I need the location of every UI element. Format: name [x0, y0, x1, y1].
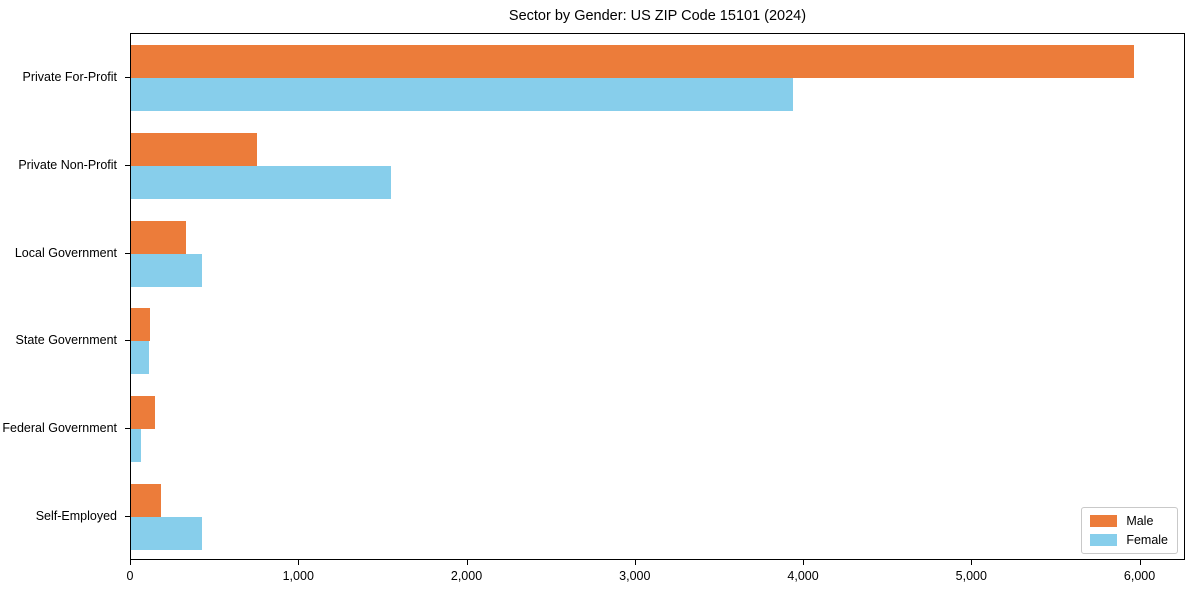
legend-entry-female: Female [1090, 533, 1168, 547]
bar-female-private-for-profit [131, 77, 793, 111]
x-tick-label-0: 0 [126, 569, 134, 583]
x-tick-label-5-000: 5,000 [955, 569, 987, 583]
legend-swatch-male [1090, 515, 1118, 527]
y-axis-tick [125, 164, 130, 166]
x-tick-label-6-000: 6,000 [1123, 569, 1156, 583]
y-axis-tick [125, 76, 130, 78]
y-axis-tick [125, 252, 130, 254]
legend: Male Female [1081, 507, 1178, 554]
bar-male-private-for-profit [131, 44, 1134, 78]
y-tick-label-federal-government: Federal Government [2, 421, 117, 436]
bar-female-federal-government [131, 429, 142, 463]
bar-male-local-government [131, 220, 187, 254]
bar-male-self-employed [131, 484, 162, 518]
y-tick-label-private-for-profit: Private For-Profit [22, 69, 117, 84]
legend-entry-male: Male [1090, 514, 1168, 528]
y-axis-tick [125, 516, 130, 518]
plot-area: Male Female [130, 33, 1185, 560]
bar-male-state-government [131, 308, 151, 342]
y-axis-tick [125, 340, 130, 342]
y-axis-tick [125, 428, 130, 430]
x-axis-tick [803, 560, 805, 565]
y-tick-label-self-employed: Self-Employed [35, 509, 117, 524]
y-tick-label-local-government: Local Government [14, 245, 117, 260]
x-tick-label-3-000: 3,000 [619, 569, 651, 583]
bar-female-private-non-profit [131, 165, 392, 199]
x-axis-tick [1139, 560, 1141, 565]
x-axis-tick [298, 560, 300, 565]
x-axis-tick [130, 560, 131, 565]
x-tick-label-2-000: 2,000 [450, 569, 483, 583]
x-axis-tick [634, 560, 636, 565]
legend-label-male: Male [1126, 514, 1154, 528]
chart-title: Sector by Gender: US ZIP Code 15101 (202… [508, 8, 807, 24]
bar-female-self-employed [131, 517, 202, 551]
y-tick-label-private-non-profit: Private Non-Profit [18, 157, 117, 172]
y-tick-label-state-government: State Government [15, 333, 117, 348]
x-axis-tick [971, 560, 973, 565]
x-tick-label-1-000: 1,000 [282, 569, 314, 583]
bar-female-state-government [131, 341, 149, 375]
x-axis-tick [466, 560, 468, 565]
legend-label-female: Female [1126, 533, 1168, 547]
legend-swatch-female [1090, 534, 1118, 546]
bar-female-local-government [131, 253, 202, 287]
bar-male-private-non-profit [131, 132, 257, 166]
x-tick-label-4-000: 4,000 [787, 569, 819, 583]
bar-male-federal-government [131, 396, 156, 430]
